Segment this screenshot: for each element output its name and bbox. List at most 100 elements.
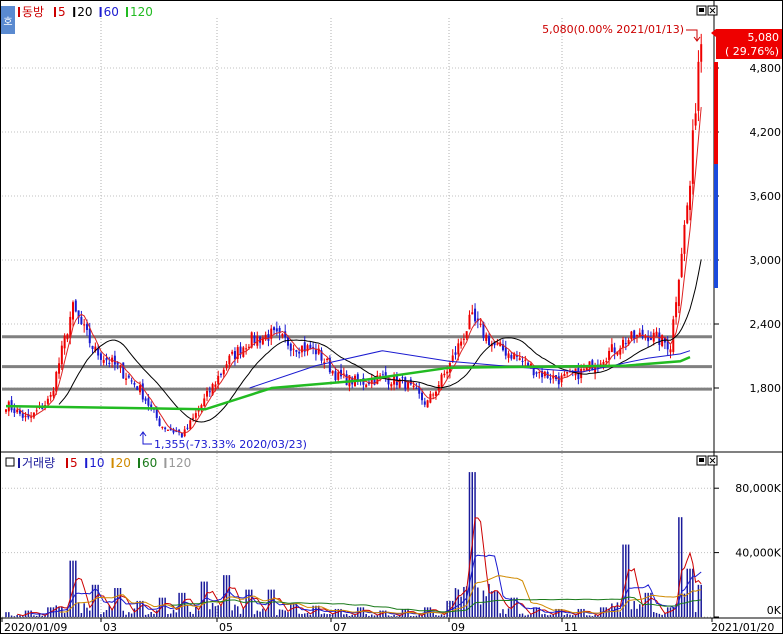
volume-bar [664, 613, 666, 617]
volume-bar [569, 614, 571, 617]
volume-bar [566, 613, 568, 617]
candle-body [85, 324, 88, 330]
volume-bar [105, 610, 108, 617]
volume-bar [86, 607, 88, 617]
volume-bar [245, 589, 247, 617]
volume-bar [678, 517, 680, 617]
candle-body [108, 362, 111, 364]
candle-body [99, 353, 102, 360]
candle-body [493, 341, 496, 346]
volume-bar [630, 609, 633, 617]
candle-body [594, 367, 597, 374]
candle-body [404, 377, 407, 389]
volume-bar [655, 612, 658, 617]
volume-bar [206, 581, 208, 617]
candle-body [488, 336, 491, 346]
current-price-value: 5,080 [748, 31, 780, 44]
volume-bar [256, 610, 259, 617]
volume-bar [365, 614, 367, 617]
volume-bar [287, 612, 289, 617]
x-tick-label: 03 [103, 621, 117, 634]
candle-body [666, 340, 669, 350]
legend-label: 5 [58, 5, 66, 19]
volume-bar [47, 607, 49, 617]
candle-body [518, 358, 521, 360]
low-annotation-group: 1,355(-73.33% 2020/03/23) [139, 431, 307, 451]
volume-bar [8, 612, 10, 617]
side-tab-badge[interactable] [1, 6, 15, 34]
volume-bar [214, 606, 217, 617]
volume-bar [371, 614, 373, 617]
candle-body [549, 378, 552, 380]
volume-bar [510, 597, 513, 617]
volume-bar [22, 616, 24, 617]
volume-bar [164, 597, 166, 617]
candle-body [203, 398, 206, 407]
candle-body [133, 383, 136, 385]
volume-bar [225, 575, 228, 617]
volume-bar [144, 614, 147, 617]
candle-body [418, 386, 421, 394]
candle-body [608, 350, 611, 361]
volume-bar [13, 616, 16, 617]
candle-body [434, 391, 437, 396]
candle-body [323, 362, 326, 364]
candle-body [415, 387, 418, 389]
x-tick-label: 05 [219, 621, 233, 634]
candle-body [30, 416, 33, 418]
legend-swatch [66, 458, 68, 468]
candle-body [27, 413, 30, 418]
candle-body [317, 348, 320, 354]
close-icon-cross [709, 7, 716, 14]
candle-body [585, 365, 588, 371]
candle-body [261, 337, 264, 345]
volume-bar [686, 568, 688, 617]
volume-bar [80, 613, 83, 617]
legend-swatch [18, 7, 20, 17]
legend-swatch [18, 458, 20, 468]
volume-bar [382, 610, 384, 617]
candle-body [496, 343, 499, 345]
price-legend: 동방 5 20 60 120 [18, 5, 153, 19]
volume-bar [139, 600, 141, 617]
volume-bar [16, 615, 18, 617]
volume-bar [574, 615, 577, 617]
candle-body [97, 348, 100, 356]
candle-body [66, 334, 69, 340]
volume-bar [474, 472, 476, 617]
volume-bar [298, 613, 300, 617]
price-y-tick-label: 4,200 [750, 126, 782, 139]
candle-body [113, 355, 116, 365]
candle-body [373, 377, 376, 385]
volume-bar [312, 605, 314, 617]
candle-body [462, 338, 465, 340]
volume-bar [19, 615, 21, 617]
candle-body [328, 358, 331, 373]
legend-label: 10 [89, 456, 104, 470]
x-tick-label: 07 [333, 621, 347, 634]
candle-body [334, 371, 337, 381]
candle-body [641, 329, 644, 338]
volume-bar [323, 613, 326, 617]
volume-bar [326, 614, 328, 617]
current-price-label: 5,080 ( 29.76%) [711, 29, 782, 59]
candle-body [320, 350, 323, 361]
candle-body [49, 394, 52, 397]
volume-bar [122, 610, 125, 617]
volume-bar [264, 610, 267, 617]
legend-swatch [85, 458, 88, 468]
volume-bar [262, 608, 264, 617]
volume-bar [195, 606, 197, 617]
volume-bar [147, 614, 150, 617]
volume-bar [485, 596, 487, 617]
volume-bar [636, 608, 638, 617]
candle-body [245, 348, 248, 350]
candle-body [286, 337, 289, 346]
volume-bar [133, 608, 136, 617]
volume-bar [44, 615, 46, 617]
candle-body [691, 130, 694, 184]
candle-body [147, 398, 150, 406]
candle-body [694, 113, 697, 126]
volume-bar [700, 584, 702, 617]
candle-body [683, 224, 686, 254]
